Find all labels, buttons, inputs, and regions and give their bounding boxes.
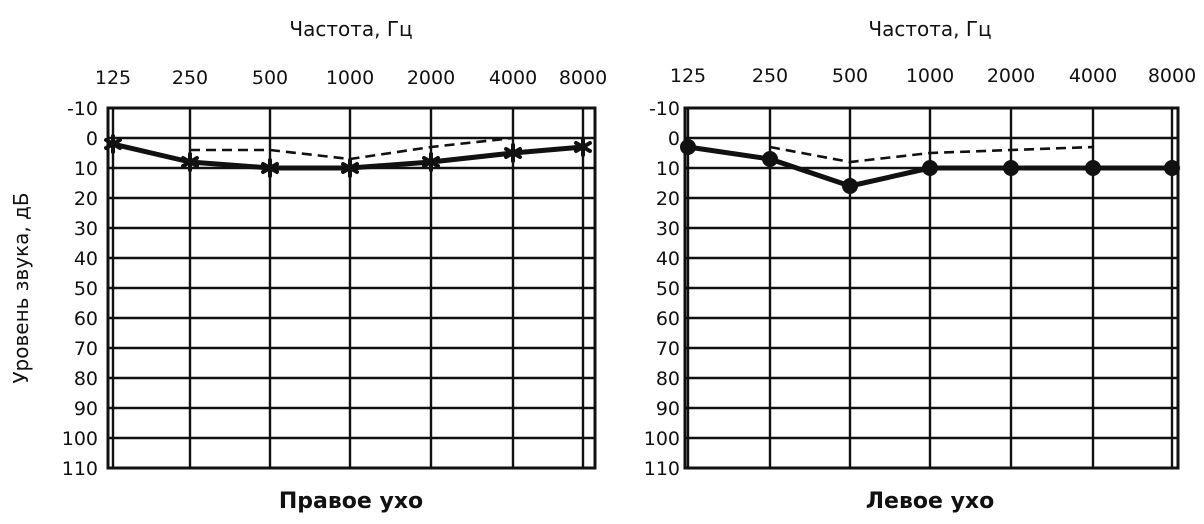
y-tick-label: 100 <box>644 428 680 450</box>
x-tick-label: 4000 <box>489 67 537 89</box>
data-point-dot <box>1085 160 1101 176</box>
x-tick-label: 250 <box>172 67 208 89</box>
chart-caption: Левое ухо <box>866 489 994 514</box>
y-tick-label: 0 <box>668 128 680 150</box>
data-point-dot <box>680 139 696 155</box>
x-tick-label: 2000 <box>987 65 1035 87</box>
cross-stroke <box>504 147 522 159</box>
y-tick-label: 90 <box>656 398 680 420</box>
data-point-cross <box>422 152 440 172</box>
y-tick-label: 90 <box>74 398 98 420</box>
plot-frame <box>683 106 1180 470</box>
y-tick-label: 80 <box>74 368 98 390</box>
y-tick-label: 20 <box>74 188 98 210</box>
x-tick-label: 125 <box>670 65 706 87</box>
x-tick-label: 1000 <box>326 67 374 89</box>
x-tick-label: 500 <box>252 67 288 89</box>
y-tick-label: 100 <box>62 428 98 450</box>
y-axis-title: Уровень звука, дБ <box>9 192 33 383</box>
data-point-dot <box>1164 160 1180 176</box>
x-tick-label: 250 <box>752 65 788 87</box>
x-axis-title: Частота, Гц <box>868 17 991 41</box>
data-point-dot <box>762 151 778 167</box>
y-tick-label: 10 <box>74 158 98 180</box>
y-tick-label: 40 <box>74 248 98 270</box>
cross-stroke <box>261 162 279 174</box>
y-tick-label: 10 <box>656 158 680 180</box>
data-point-cross <box>504 143 522 163</box>
x-tick-label: 125 <box>95 67 131 89</box>
y-tick-label: 70 <box>656 338 680 360</box>
chart-panel-left: Частота, Гц 125 250 500 1000 2000 4000 8000 -10 0… <box>644 17 1196 514</box>
series-line-bone-conduction <box>769 145 1094 164</box>
data-point-cross <box>261 158 279 178</box>
x-tick-label: 2000 <box>407 67 455 89</box>
x-tick-label: 4000 <box>1069 65 1117 87</box>
y-tick-label: -10 <box>649 98 680 120</box>
cross-stroke <box>341 162 359 174</box>
plot-frame <box>106 106 597 470</box>
cross-stroke <box>422 156 440 168</box>
data-point-cross <box>181 152 199 172</box>
y-tick-label: 20 <box>656 188 680 210</box>
chart-caption: Правое ухо <box>279 489 423 514</box>
cross-stroke <box>104 138 122 150</box>
y-tick-label: -10 <box>67 98 98 120</box>
y-tick-label: 30 <box>74 218 98 240</box>
y-tick-label: 80 <box>656 368 680 390</box>
y-tick-label: 110 <box>62 458 98 480</box>
x-tick-label: 8000 <box>1148 65 1196 87</box>
y-tick-label: 60 <box>74 308 98 330</box>
cross-stroke <box>181 156 199 168</box>
data-point-cross <box>341 158 359 178</box>
series-line-bone-conduction <box>190 136 514 161</box>
y-tick-label: 70 <box>74 338 98 360</box>
data-point-cross <box>104 134 122 154</box>
data-point-dot <box>922 160 938 176</box>
x-tick-label: 1000 <box>906 65 954 87</box>
y-tick-label: 50 <box>656 278 680 300</box>
x-tick-label: 500 <box>832 65 868 87</box>
chart-panel-right: Частота, Гц 125 250 500 1000 2000 4000 8000 -10 0… <box>9 17 607 514</box>
y-tick-label: 0 <box>86 128 98 150</box>
y-tick-label: 50 <box>74 278 98 300</box>
y-tick-label: 60 <box>656 308 680 330</box>
y-tick-label: 40 <box>656 248 680 270</box>
data-point-cross <box>574 137 592 157</box>
y-tick-label: 110 <box>644 458 680 480</box>
x-tick-label: 8000 <box>559 67 607 89</box>
data-point-dot <box>842 178 858 194</box>
cross-stroke <box>574 141 592 153</box>
x-axis-title: Частота, Гц <box>289 17 412 41</box>
y-tick-label: 30 <box>656 218 680 240</box>
data-point-dot <box>1003 160 1019 176</box>
